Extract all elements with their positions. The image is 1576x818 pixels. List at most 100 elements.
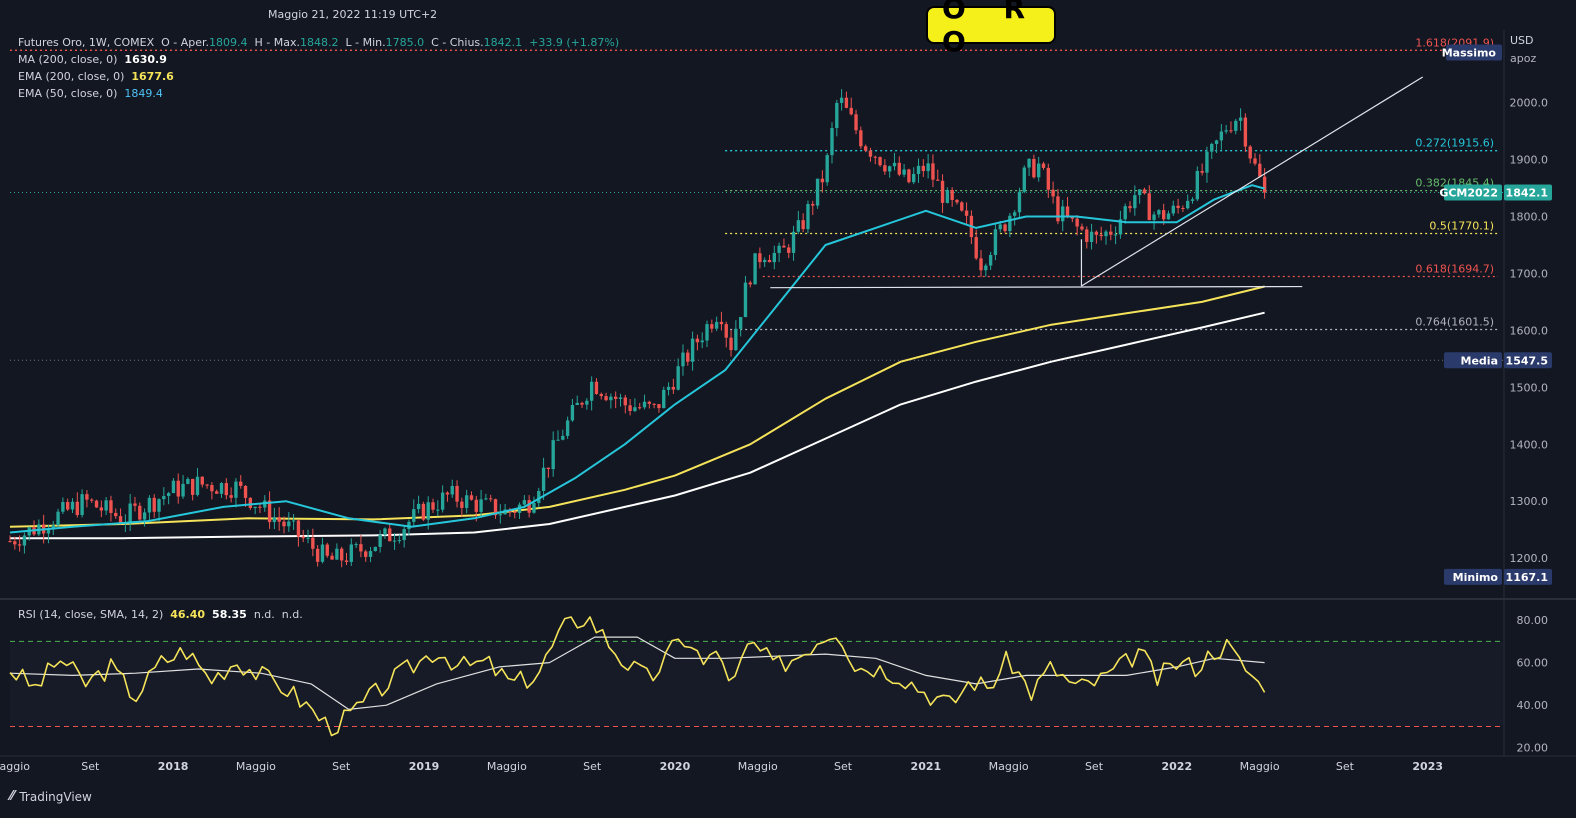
candle-body [224,483,228,496]
candle-body [133,503,137,506]
price-label-tag [1446,44,1502,61]
candle-body [556,439,560,441]
candle-body [234,481,238,498]
candle-body [46,529,51,534]
candle-body [897,162,901,175]
candle-body [940,180,945,203]
candle-body [1152,214,1156,221]
candle-body [1123,206,1127,220]
candle-body [1099,234,1103,237]
candle-body [609,396,613,401]
candle-body [128,503,132,523]
candle-body [205,484,209,486]
candle-body [772,252,776,263]
candle-body [1219,131,1224,141]
change-value: +33.9 (+1.87%) [529,36,620,49]
candle-body [1258,163,1262,177]
candle-body [464,495,469,508]
candle-body [537,490,541,503]
candle-body [662,389,666,409]
candle-body [811,204,815,206]
candle-body [1089,231,1094,242]
candle-body [1012,212,1017,216]
time-tick-label: 2021 [911,760,942,773]
rsi-ma-line [9,636,1265,711]
price-label-value: 1547.5 [1506,354,1548,367]
candle-body [61,502,65,512]
candle-body [580,402,584,405]
candle-body [806,204,810,230]
candle-body [1234,120,1238,131]
candle-body [176,480,180,497]
candle-body [1061,206,1065,222]
candle-body [277,517,281,522]
candle-body [532,502,536,513]
candle-body [1041,163,1046,168]
candle-body [599,393,603,397]
candle-body [623,397,627,406]
candle-body [1190,199,1195,201]
candle-body [714,321,719,329]
ema200-legend[interactable]: EMA (200, close, 0) 1677.6 [18,70,174,83]
ema200-line [9,285,1265,528]
candle-body [104,500,108,511]
close-label: C - Chius. [431,36,484,49]
candle-body [585,400,589,405]
ema50-legend[interactable]: EMA (50, close, 0) 1849.4 [18,87,163,100]
candle-body [320,544,325,562]
price-tick-label: 1800.0 [1510,211,1549,224]
candle-body [916,165,921,174]
candle-body [1200,170,1204,173]
candle-body [378,534,382,547]
candle-body [758,253,762,263]
candle-body [109,500,113,513]
close-value: 1842.1 [483,36,523,49]
candle-body [498,514,502,516]
time-tick-label: Maggio [989,760,1029,773]
candle-body [426,502,430,520]
candle-body [839,97,844,103]
rsi-value: 46.40 [170,608,206,621]
ohlc-legend[interactable]: Futures Oro, 1W, COMEX O - Aper.1809.4 H… [18,36,619,49]
candle-body [416,503,421,510]
candle-body [368,551,373,557]
candle-body [70,501,75,510]
candle-body [1210,143,1214,152]
ma200-line [10,311,1265,540]
candle-body [1176,205,1180,208]
candle-body [484,498,488,500]
candle-body [710,324,714,329]
candle-body [195,476,200,495]
price-unit-sub: apoz [1510,52,1536,65]
candle-body [984,265,988,271]
low-label: L - Min. [345,36,386,49]
candle-body [282,521,286,527]
candle-body [1109,231,1113,235]
candle-body [844,97,849,108]
candle-body [421,503,426,520]
rsi-tick-label: 60.00 [1517,657,1549,670]
rsi-legend[interactable]: RSI (14, close, SMA, 14, 2) 46.40 58.35 … [18,608,303,621]
candle-body [527,500,531,513]
time-tick-label: Set [834,760,853,773]
candle-body [469,495,474,500]
candle-body [955,199,959,203]
candle-body [594,381,599,394]
candle-body [253,506,257,508]
candle-body [181,483,185,497]
price-label-name: Massimo [1442,47,1497,60]
candle-body [1056,196,1060,222]
candle-body [979,258,983,271]
ema200-label: EMA (200, close, 0) [18,70,125,83]
tradingview-logo[interactable]: ⁄⁄ TradingView [10,789,92,804]
ma200-legend[interactable]: MA (200, close, 0) 1630.9 [18,53,167,66]
price-label-media [1444,352,1552,369]
candle-body [1142,189,1147,194]
candle-body [1253,158,1257,164]
price-label-value-box [1504,184,1552,201]
time-tick-label: 2019 [409,760,440,773]
open-label: O - Aper. [161,36,210,49]
candle-body [296,520,301,537]
candle-body [22,535,27,546]
